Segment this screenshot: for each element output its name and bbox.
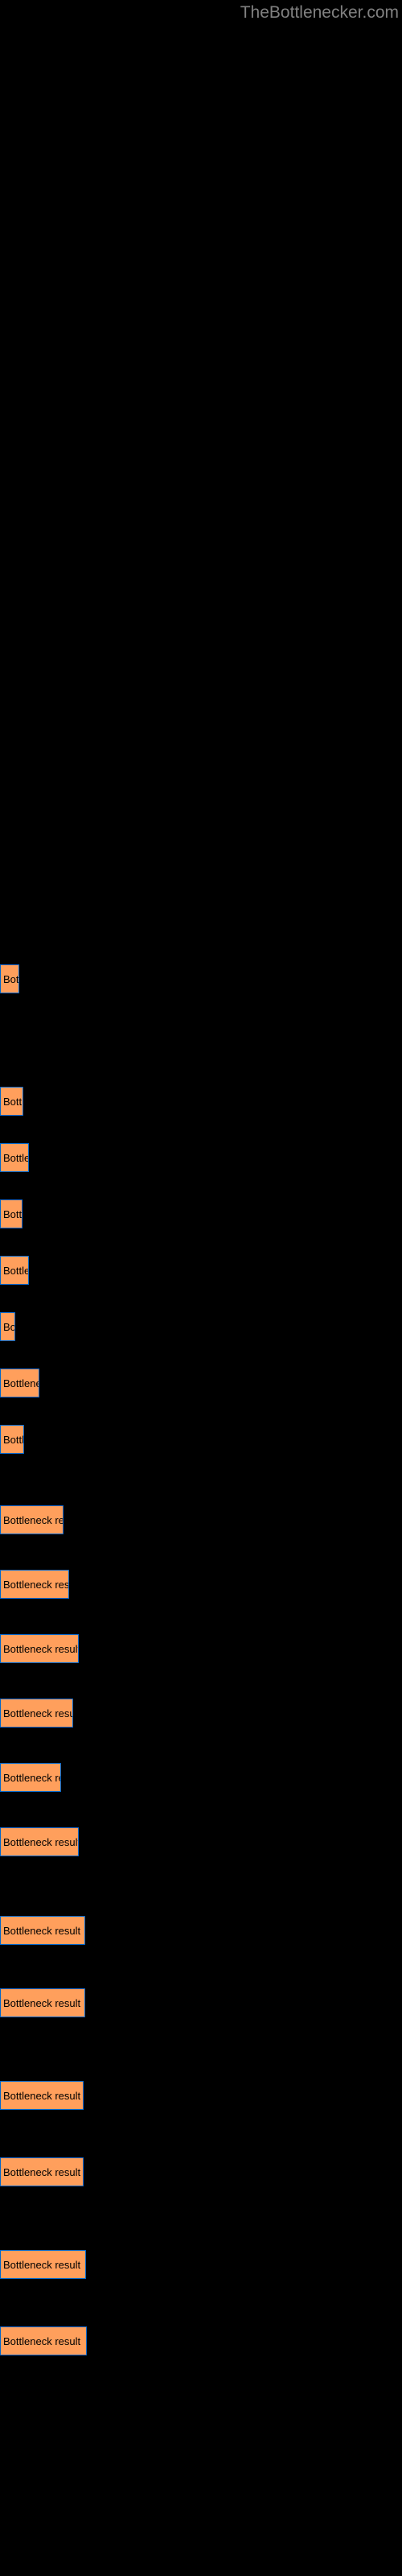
bar-item: Bottleneck result	[0, 964, 19, 993]
bar-item: Bottleneck result	[0, 1087, 23, 1116]
bottleneck-bar: Bottleneck result	[0, 1988, 85, 2017]
bottleneck-bar: Bottleneck result	[0, 1505, 64, 1534]
bar-label: Bottleneck result	[3, 1707, 73, 1719]
bar-item: Bottleneck result	[0, 1570, 69, 1599]
bottleneck-bar: Bottleneck result	[0, 1312, 15, 1341]
bar-item: Bottleneck result	[0, 1763, 61, 1792]
bottleneck-bar: Bottleneck result	[0, 1425, 24, 1454]
bar-label: Bottleneck result	[3, 1579, 69, 1591]
bar-item: Bottleneck result	[0, 1143, 29, 1172]
bar-item: Bottleneck result	[0, 1505, 64, 1534]
bar-item: Bottleneck result	[0, 1988, 85, 2017]
bottleneck-bar: Bottleneck result	[0, 1256, 29, 1285]
bar-label: Bottleneck result	[3, 973, 19, 985]
bottleneck-bar: Bottleneck result	[0, 1368, 39, 1397]
bar-label: Bottleneck result	[3, 1643, 79, 1655]
bar-label: Bottleneck result	[3, 2259, 80, 2271]
bottleneck-bar: Bottleneck result	[0, 1143, 29, 1172]
bar-label: Bottleneck result	[3, 1377, 39, 1389]
bar-label: Bottleneck result	[3, 1265, 29, 1277]
bar-label: Bottleneck result	[3, 1925, 80, 1937]
bottleneck-bar: Bottleneck result	[0, 1634, 79, 1663]
bottleneck-bar: Bottleneck result	[0, 1827, 79, 1856]
bar-label: Bottleneck result	[3, 1997, 80, 2009]
bottleneck-bar: Bottleneck result	[0, 1916, 85, 1945]
bar-label: Bottleneck result	[3, 1321, 15, 1333]
bottleneck-bar: Bottleneck result	[0, 1199, 23, 1228]
bar-item: Bottleneck result	[0, 1368, 39, 1397]
bar-label: Bottleneck result	[3, 2090, 80, 2102]
bottleneck-bar: Bottleneck result	[0, 964, 19, 993]
bottleneck-bar: Bottleneck result	[0, 1699, 73, 1728]
bottleneck-bar: Bottleneck result	[0, 2157, 84, 2186]
bar-item: Bottleneck result	[0, 1312, 15, 1341]
bottleneck-bar: Bottleneck result	[0, 1763, 61, 1792]
bar-label: Bottleneck result	[3, 1208, 23, 1220]
bottleneck-bar: Bottleneck result	[0, 2250, 86, 2279]
bar-label: Bottleneck result	[3, 2166, 80, 2178]
bottleneck-bar: Bottleneck result	[0, 2081, 84, 2110]
bar-item: Bottleneck result	[0, 2250, 86, 2279]
bar-label: Bottleneck result	[3, 1096, 23, 1108]
bar-item: Bottleneck result	[0, 1199, 23, 1228]
bar-label: Bottleneck result	[3, 1514, 64, 1526]
bar-item: Bottleneck result	[0, 2157, 84, 2186]
bar-item: Bottleneck result	[0, 1827, 79, 1856]
bar-label: Bottleneck result	[3, 1836, 79, 1848]
watermark-text: TheBottlenecker.com	[240, 3, 399, 23]
bar-label: Bottleneck result	[3, 1152, 29, 1164]
bottleneck-bar: Bottleneck result	[0, 1087, 23, 1116]
bar-item: Bottleneck result	[0, 1699, 73, 1728]
bar-label: Bottleneck result	[3, 1434, 24, 1446]
bar-item: Bottleneck result	[0, 1256, 29, 1285]
bar-item: Bottleneck result	[0, 2081, 84, 2110]
bottleneck-bar: Bottleneck result	[0, 2326, 87, 2355]
bar-item: Bottleneck result	[0, 2326, 87, 2355]
bottleneck-bar: Bottleneck result	[0, 1570, 69, 1599]
bar-item: Bottleneck result	[0, 1916, 85, 1945]
bar-label: Bottleneck result	[3, 1772, 61, 1784]
bar-item: Bottleneck result	[0, 1425, 24, 1454]
bar-label: Bottleneck result	[3, 2335, 80, 2347]
bar-item: Bottleneck result	[0, 1634, 79, 1663]
